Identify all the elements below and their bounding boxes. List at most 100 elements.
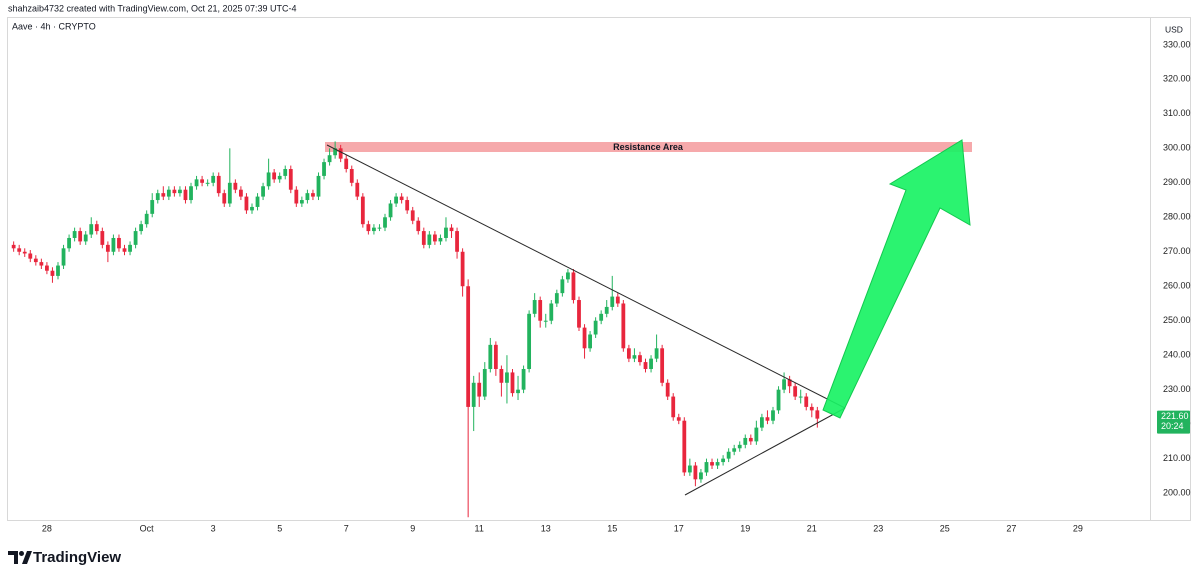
- candle-body: [94, 224, 99, 232]
- candle-body: [294, 189, 299, 204]
- candle-body: [100, 231, 105, 245]
- candle-body: [493, 344, 498, 369]
- candle-body: [227, 182, 232, 204]
- candle-body: [166, 189, 171, 197]
- candle-body: [421, 231, 426, 245]
- candle-body: [139, 224, 144, 232]
- candle-body: [643, 362, 648, 369]
- candle-body: [610, 296, 615, 307]
- x-tick-label: 28: [42, 523, 52, 533]
- y-tick-label: 240.00: [1163, 350, 1191, 360]
- resistance-zone: [325, 142, 972, 152]
- candle-body: [554, 293, 559, 304]
- candle-body: [721, 458, 726, 463]
- x-tick-label: 3: [211, 523, 216, 533]
- candle-body: [211, 175, 216, 183]
- y-tick-label: 320.00: [1163, 74, 1191, 84]
- candle-body: [233, 182, 238, 190]
- candle-body: [521, 368, 526, 390]
- x-tick-label: 9: [410, 523, 415, 533]
- lower-trendline: [684, 407, 846, 496]
- candle-body: [283, 169, 288, 176]
- candle-body: [250, 206, 254, 211]
- candle-body: [372, 227, 376, 232]
- candle-body: [621, 303, 626, 349]
- candle-body: [455, 231, 459, 252]
- brand: TradingView: [33, 549, 121, 566]
- candle-body: [588, 334, 592, 349]
- candle-body: [117, 237, 121, 249]
- candle-body: [571, 272, 576, 301]
- candle-body: [238, 189, 243, 197]
- y-tick-label: 290.00: [1163, 177, 1191, 187]
- candle-body: [61, 248, 66, 266]
- candle-body: [17, 248, 22, 252]
- x-tick-label: 27: [1006, 523, 1016, 533]
- candle-body: [760, 417, 764, 428]
- candle-body: [710, 462, 714, 466]
- y-tick-label: 250.00: [1163, 315, 1191, 325]
- candle-body: [155, 193, 160, 201]
- candle-body: [726, 451, 731, 459]
- candle-body: [748, 437, 753, 442]
- x-tick-label: 21: [807, 523, 817, 533]
- candle-body: [11, 244, 16, 249]
- candle-body: [604, 306, 609, 314]
- candle-body: [793, 386, 798, 397]
- last-price-label: 221.60: [1161, 411, 1189, 421]
- candle-body: [771, 410, 775, 421]
- candle-body: [244, 196, 249, 211]
- candle-body: [178, 189, 182, 194]
- candle-body: [327, 155, 332, 163]
- candle-body: [144, 213, 149, 225]
- candle-body: [466, 286, 471, 407]
- candle-body: [72, 231, 77, 238]
- candle-body: [111, 237, 116, 252]
- brand-logo: TradingView: [8, 549, 121, 566]
- candle-body: [388, 203, 393, 218]
- candle-body: [699, 472, 703, 480]
- candle-body: [39, 262, 44, 266]
- candle-body: [599, 313, 604, 321]
- candle-body: [360, 196, 365, 225]
- candle-body: [809, 406, 814, 411]
- x-tick-label: 17: [674, 523, 684, 533]
- candle-body: [183, 189, 188, 201]
- x-tick-label: 5: [277, 523, 282, 533]
- candle-body: [787, 379, 792, 387]
- candle-body: [804, 396, 809, 407]
- candle-body: [83, 234, 88, 242]
- candle-body: [560, 279, 565, 294]
- projection-arrow: [822, 139, 971, 419]
- x-tick-label: 25: [940, 523, 950, 533]
- candle-body: [693, 465, 698, 480]
- candle-body: [505, 372, 509, 383]
- x-tick-label: 13: [541, 523, 551, 533]
- candle-body: [261, 186, 265, 197]
- candle-body: [189, 186, 193, 201]
- candle-body: [798, 396, 803, 398]
- candle-body: [205, 182, 210, 184]
- candle-body: [338, 148, 343, 159]
- candle-body: [482, 368, 487, 397]
- candle-body: [593, 320, 598, 335]
- candle-body: [194, 179, 199, 187]
- candle-body: [549, 303, 554, 321]
- candle-body: [488, 344, 493, 369]
- logo-mark: [22, 551, 32, 564]
- candle-body: [499, 368, 504, 383]
- candle-body: [660, 348, 665, 383]
- candle-body: [776, 389, 781, 411]
- candle-body: [632, 355, 637, 359]
- candle-body: [133, 231, 138, 245]
- candle-body: [532, 300, 537, 314]
- candle-body: [277, 175, 282, 180]
- candle-body: [449, 227, 454, 232]
- candle-body: [737, 444, 742, 449]
- candle-body: [615, 296, 620, 304]
- candle-body: [516, 389, 520, 394]
- x-tick-label: Oct: [140, 523, 155, 533]
- candle-body: [543, 320, 548, 322]
- x-tick-label: 19: [740, 523, 750, 533]
